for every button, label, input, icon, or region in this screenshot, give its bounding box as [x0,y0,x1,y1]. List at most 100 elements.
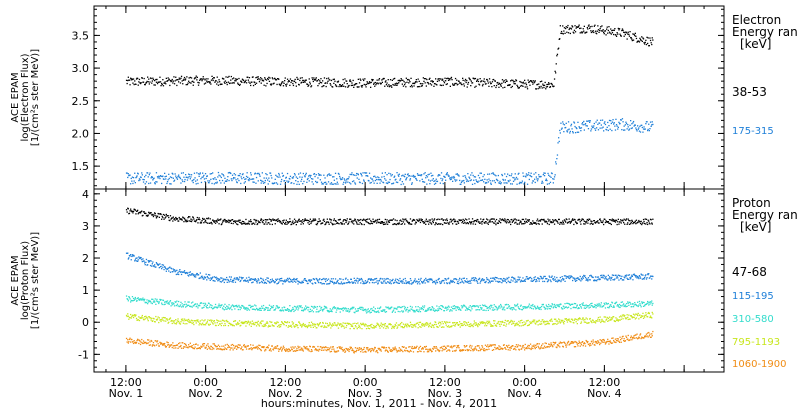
data-point [276,175,278,178]
data-point [398,282,400,284]
data-point [183,176,185,178]
data-point [149,264,152,267]
data-point [189,178,191,180]
data-point [288,180,290,182]
data-point [364,78,366,80]
data-point [357,78,359,80]
data-point [200,302,203,304]
data-point [140,317,142,319]
proton-ylabel: ACE EPAM [10,255,21,305]
data-point [288,281,290,283]
data-point [423,280,425,282]
data-point [452,83,454,85]
data-point [412,174,415,177]
data-point [445,306,447,308]
data-point [471,172,473,174]
data-point [206,304,208,306]
data-point [371,307,373,310]
data-point [227,325,230,327]
data-point [539,278,541,280]
data-point [206,275,208,278]
data-point [559,276,561,279]
data-point [216,76,218,78]
data-point [580,219,583,222]
data-point [628,223,631,225]
data-point [558,140,560,143]
data-point [475,309,477,311]
data-point [196,179,198,181]
data-point [343,219,345,221]
data-point [526,174,528,177]
data-point [375,84,377,86]
data-point [631,220,633,222]
data-point [167,179,169,181]
data-point [418,220,420,222]
data-point [239,173,241,175]
data-point [291,279,293,281]
data-point [498,305,501,307]
data-point [534,181,536,184]
data-point [167,77,169,79]
data-point [168,78,170,80]
data-point [162,266,164,268]
data-point [267,280,269,282]
data-point [125,79,128,81]
data-point [621,118,624,120]
data-point [217,280,219,282]
data-point [147,215,149,217]
data-point [596,276,598,278]
data-point [237,278,239,280]
data-point [264,308,266,310]
data-point [626,128,628,130]
data-point [179,82,182,84]
data-point [428,278,430,280]
data-point [381,81,383,83]
data-point [600,304,602,306]
proton-ytick-label: 4 [82,188,89,201]
data-point [182,322,184,324]
data-point [132,82,134,84]
data-point [176,218,179,220]
data-point [401,282,403,284]
data-point [301,309,303,312]
data-point [309,281,311,283]
data-point [498,86,500,88]
data-point [218,79,220,81]
data-point [558,218,560,221]
data-point [210,319,212,321]
data-point [440,177,442,180]
data-point [210,304,212,306]
data-point [149,317,152,319]
data-point [128,79,131,81]
data-point [381,282,383,284]
data-point [362,307,364,309]
data-point [444,77,446,79]
data-point [647,223,649,226]
data-point [291,280,293,283]
data-point [276,306,279,308]
data-point [387,281,389,283]
data-point [285,279,287,281]
data-point [394,77,396,80]
data-point [385,306,387,308]
data-point [493,218,495,220]
data-point [416,283,419,285]
data-point [449,79,451,81]
data-point [488,221,490,223]
data-point [613,29,615,31]
data-point [522,172,524,174]
data-point [407,221,409,224]
data-point [542,303,544,306]
data-point [394,223,396,225]
data-point [397,306,399,308]
data-point [481,179,484,181]
data-point [196,216,198,219]
data-point [150,177,152,179]
data-point [407,281,409,283]
data-point [445,179,447,181]
data-point [313,305,316,308]
data-point [238,276,241,278]
data-point [579,127,581,129]
data-point [221,223,223,225]
data-point [142,181,145,183]
